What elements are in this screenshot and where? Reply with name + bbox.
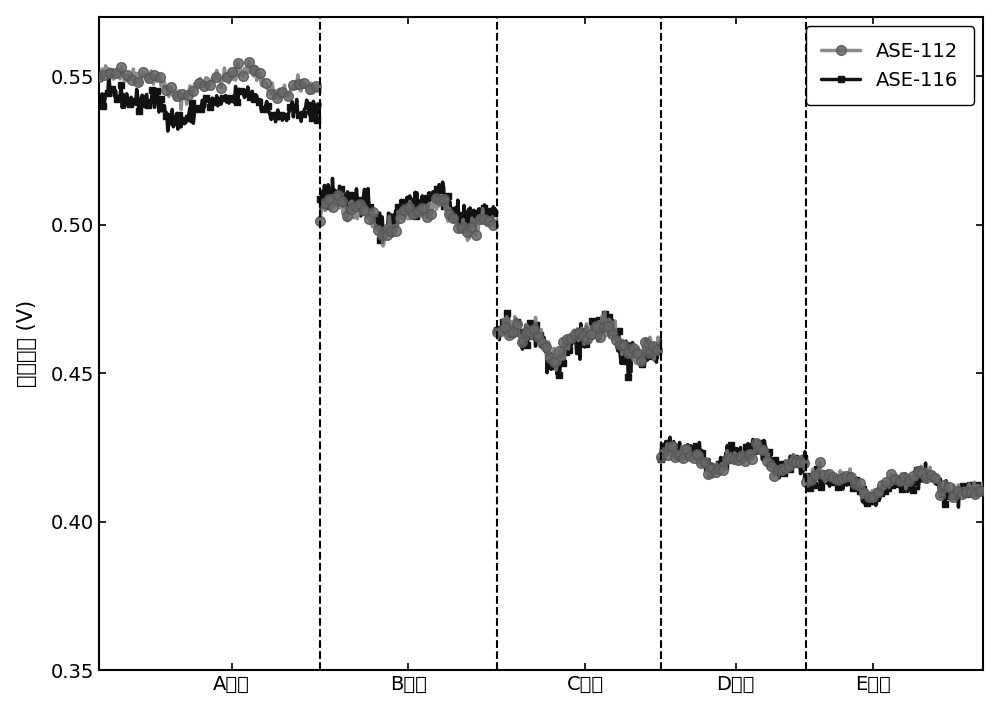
Y-axis label: 电压输出 (V): 电压输出 (V) <box>17 300 37 387</box>
ASE-116 <box>314 100 326 108</box>
ASE-112 <box>305 79 317 87</box>
ASE-112 <box>102 70 114 78</box>
Line: ASE-116: ASE-116 <box>95 71 323 134</box>
ASE-116 <box>107 87 119 95</box>
ASE-116 <box>93 97 105 106</box>
ASE-112 <box>152 73 164 81</box>
ASE-112 <box>106 65 118 74</box>
ASE-116 <box>103 70 115 78</box>
ASE-112 <box>314 87 326 96</box>
Legend: ASE-112, ASE-116: ASE-112, ASE-116 <box>806 26 974 105</box>
ASE-116 <box>162 127 174 135</box>
ASE-112 <box>243 58 255 66</box>
ASE-116 <box>102 88 114 97</box>
ASE-112 <box>175 105 187 114</box>
ASE-112 <box>134 81 146 90</box>
ASE-116 <box>297 109 309 118</box>
ASE-112 <box>297 82 309 91</box>
ASE-116 <box>135 100 147 108</box>
ASE-112 <box>93 73 105 82</box>
ASE-116 <box>305 104 317 112</box>
Line: ASE-112: ASE-112 <box>94 57 325 114</box>
ASE-116 <box>153 108 165 117</box>
